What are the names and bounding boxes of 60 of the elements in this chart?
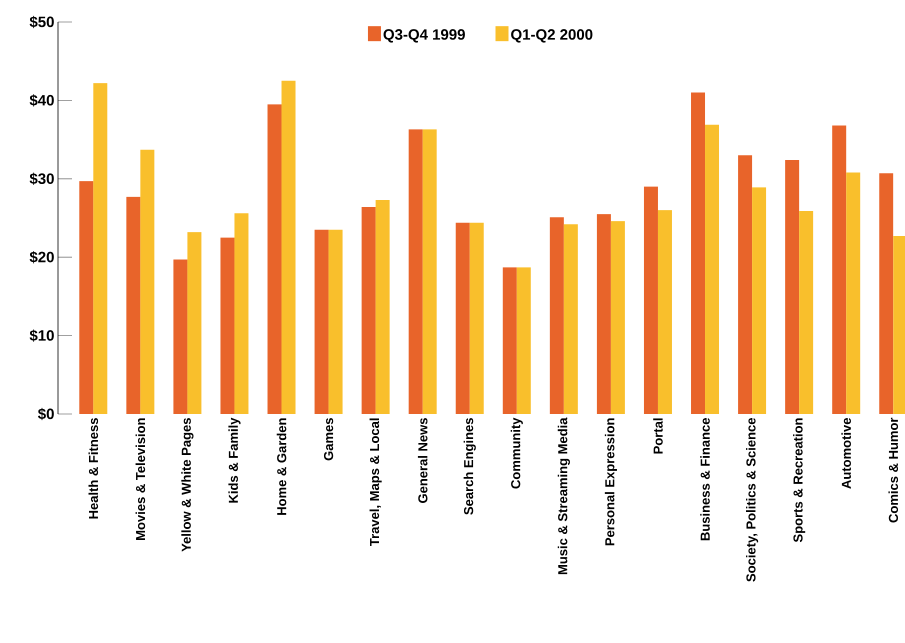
bar <box>658 210 672 414</box>
x-tick-label: Search Engines <box>464 418 476 515</box>
x-tick-label: Society, Politics & Science <box>746 418 758 582</box>
bar <box>408 129 423 414</box>
bar <box>596 214 611 414</box>
bar <box>362 207 376 414</box>
y-tick-label: $20 <box>30 251 54 264</box>
legend-label: Q3-Q4 1999 <box>384 29 465 43</box>
x-tick-label: Movies & Television <box>136 418 146 540</box>
bar <box>691 92 706 414</box>
bar <box>268 104 282 414</box>
x-tick-label: Portal <box>653 418 663 454</box>
bar <box>220 238 234 414</box>
bar <box>456 222 470 414</box>
bar <box>516 267 531 414</box>
bar <box>173 260 188 414</box>
x-tick-label: Games <box>324 418 334 460</box>
bar <box>738 155 752 414</box>
x-tick-label: Comics & Humor <box>888 418 898 522</box>
legend-label: Q1-Q2 2000 <box>511 29 592 43</box>
x-tick-label: Travel, Maps & Local <box>370 418 382 546</box>
x-tick-label: Automotive <box>841 418 851 489</box>
y-tick-label: $10 <box>30 329 54 342</box>
bar <box>610 221 625 414</box>
y-tick-label: $0 <box>38 408 54 420</box>
bar <box>832 125 846 414</box>
bar <box>422 129 437 414</box>
bar <box>752 187 766 414</box>
bar <box>314 230 329 414</box>
bar <box>282 80 296 414</box>
x-tick-label: Home & Garden <box>276 418 286 515</box>
bar <box>328 230 343 414</box>
bar <box>799 210 814 414</box>
bar <box>846 172 860 414</box>
bar <box>564 224 578 414</box>
bar <box>93 83 108 414</box>
x-tick-label: Health & Fitness <box>88 418 98 519</box>
bar <box>502 267 517 414</box>
x-tick-label: Sports & Recreation <box>793 418 806 542</box>
bar <box>126 196 140 414</box>
bar <box>644 186 658 414</box>
x-tick-label: Kids & Family <box>228 418 241 503</box>
x-tick-label: Yellow & White Pages <box>181 418 194 552</box>
x-tick-label: General News <box>418 418 428 503</box>
bar <box>234 213 248 414</box>
bar <box>785 160 800 414</box>
y-tick-label: $50 <box>30 16 54 28</box>
x-tick-label: Business & Finance <box>700 418 710 540</box>
bar <box>376 200 390 414</box>
y-tick-label: $30 <box>30 172 54 185</box>
bar <box>79 181 94 414</box>
x-tick-label: Personal Expression <box>604 418 617 546</box>
y-tick-label: $40 <box>30 94 54 107</box>
bar <box>550 217 564 414</box>
bar <box>140 150 154 414</box>
bar <box>187 232 202 414</box>
x-tick-label: Community <box>510 418 523 488</box>
bar <box>705 124 720 414</box>
x-tick-label: Music & Streaming Media <box>558 417 570 574</box>
bar <box>470 222 484 414</box>
